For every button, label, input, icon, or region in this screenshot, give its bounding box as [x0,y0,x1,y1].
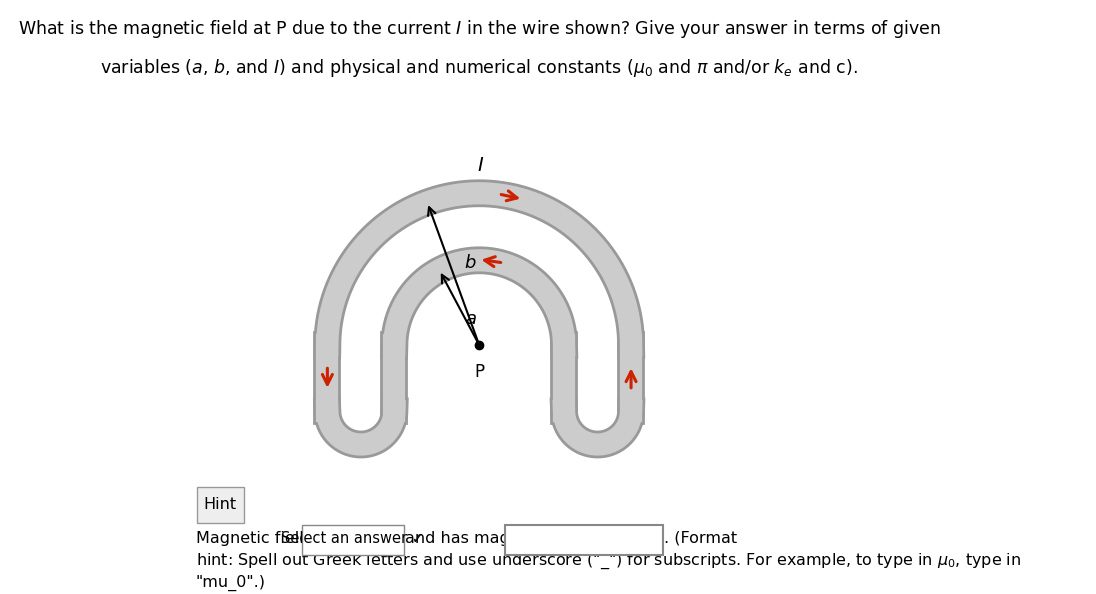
Text: $b$: $b$ [464,254,476,273]
Text: and has magnitude: and has magnitude [404,530,561,546]
Text: $I$: $I$ [478,156,484,175]
FancyBboxPatch shape [301,525,403,555]
FancyBboxPatch shape [505,525,663,555]
Text: variables ($a$, $b$, and $I$) and physical and numerical constants ($\mu_0$ and : variables ($a$, $b$, and $I$) and physic… [101,58,858,80]
Text: Hint: Hint [204,497,237,513]
Text: hint: Spell out Greek letters and use underscore ("_") for subscripts. For examp: hint: Spell out Greek letters and use un… [195,551,1020,571]
Text: What is the magnetic field at P due to the current $I$ in the wire shown? Give y: What is the magnetic field at P due to t… [18,18,940,40]
FancyBboxPatch shape [197,487,243,523]
Text: "mu_0".): "mu_0".) [195,575,265,591]
Text: P: P [475,364,484,381]
Text: Select an answer ✓: Select an answer ✓ [281,530,424,546]
Text: . (Format: . (Format [664,530,738,546]
Text: $a$: $a$ [465,310,477,328]
Text: Magnetic field points: Magnetic field points [195,530,364,546]
